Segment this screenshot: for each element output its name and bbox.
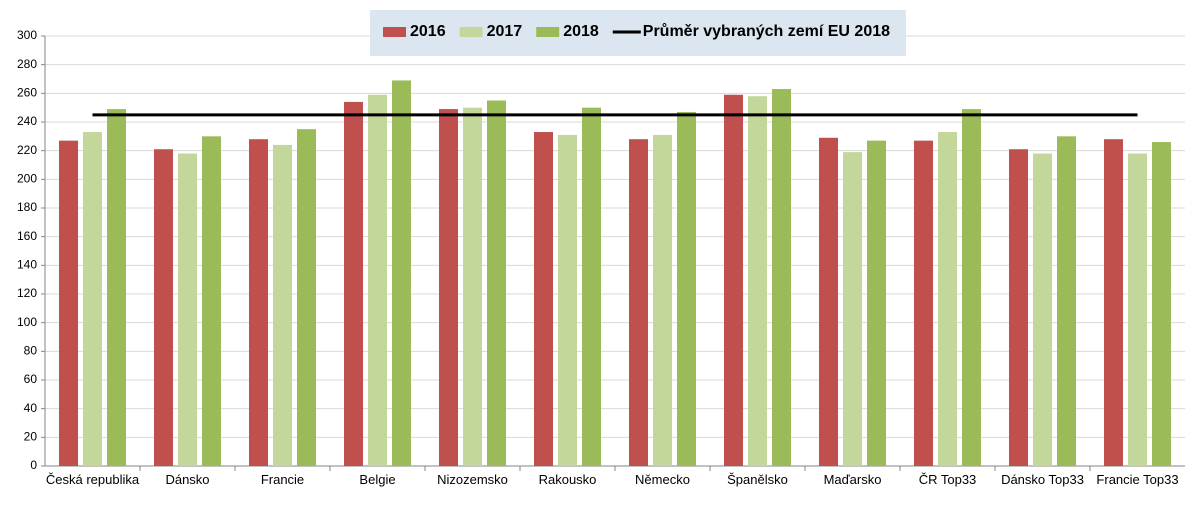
bar <box>1033 153 1052 467</box>
x-tick-label: Dánsko <box>165 472 210 487</box>
bar <box>344 101 363 466</box>
y-tick-label: 280 <box>17 57 37 71</box>
y-tick-label: 260 <box>17 86 37 100</box>
legend-label: 2018 <box>563 23 599 40</box>
bar <box>178 153 197 467</box>
bar <box>297 129 316 466</box>
legend-label: 2017 <box>487 23 523 40</box>
bar <box>202 136 221 467</box>
bar <box>439 109 458 466</box>
x-tick-label: Španělsko <box>727 472 788 487</box>
bar <box>843 152 862 466</box>
x-tick-label: Maďarsko <box>823 472 882 487</box>
bar <box>1128 153 1147 467</box>
y-tick-label: 140 <box>17 258 37 272</box>
y-tick-label: 120 <box>17 286 37 300</box>
x-tick-label: Nizozemsko <box>437 472 508 487</box>
y-tick-label: 20 <box>24 430 38 444</box>
bar <box>677 111 696 466</box>
y-tick-label: 40 <box>24 401 38 415</box>
x-tick-label: Česká republika <box>45 472 140 487</box>
bar <box>724 94 743 467</box>
y-tick-label: 200 <box>17 172 37 186</box>
legend: 2016 2017 2018 Průměr vybraných zemí EU 201… <box>370 10 907 56</box>
x-tick-label: Francie <box>260 472 305 487</box>
bar <box>558 134 577 466</box>
bar <box>867 140 886 466</box>
legend-swatch <box>536 27 560 37</box>
bar <box>107 109 126 466</box>
bar <box>392 80 411 466</box>
bar <box>83 132 102 467</box>
y-tick-label: 160 <box>17 229 37 243</box>
y-tick-label: 180 <box>17 200 37 214</box>
x-tick-label: Německo <box>635 472 690 487</box>
bar <box>1152 142 1171 467</box>
x-tick-label: Belgie <box>359 472 396 487</box>
bar <box>534 132 553 467</box>
bar <box>772 89 791 467</box>
bar <box>629 139 648 466</box>
bar <box>748 96 767 466</box>
bar <box>463 107 482 467</box>
bar <box>273 144 292 466</box>
y-tick-label: 240 <box>17 114 37 128</box>
bar <box>1009 149 1028 466</box>
bar <box>487 100 506 466</box>
bar <box>914 140 933 466</box>
y-tick-label: 220 <box>17 143 37 157</box>
y-tick-label: 300 <box>17 28 37 42</box>
x-tick-label: Rakousko <box>538 472 597 487</box>
bar <box>1057 136 1076 467</box>
legend-swatch <box>459 27 483 37</box>
bar <box>59 140 78 466</box>
x-tick-label: Dánsko Top33 <box>1001 472 1084 487</box>
y-tick-label: 60 <box>24 372 38 386</box>
bar <box>249 139 268 466</box>
y-tick-label: 100 <box>17 315 37 329</box>
legend-label: Průměr vybraných zemí EU 2018 <box>643 23 890 40</box>
x-tick-label: Francie Top33 <box>1096 472 1179 487</box>
y-tick-label: 0 <box>30 458 37 472</box>
bar <box>368 94 387 467</box>
bar <box>653 134 672 466</box>
bar <box>938 132 957 467</box>
bar <box>819 137 838 466</box>
bar <box>582 107 601 467</box>
bar <box>1104 139 1123 466</box>
bar <box>962 109 981 466</box>
y-tick-label: 80 <box>24 344 38 358</box>
x-tick-label: ČR Top33 <box>918 472 977 487</box>
legend-label: 2016 <box>410 23 446 40</box>
legend-swatch <box>383 27 406 37</box>
bar <box>154 149 173 466</box>
